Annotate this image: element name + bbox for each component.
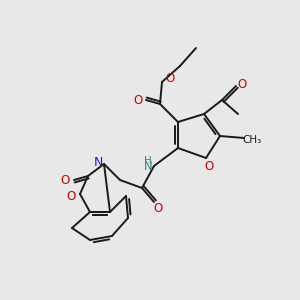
Text: O: O xyxy=(165,73,175,85)
Text: O: O xyxy=(134,94,142,106)
Text: O: O xyxy=(66,190,76,202)
Text: CH₃: CH₃ xyxy=(242,135,262,145)
Text: O: O xyxy=(204,160,214,173)
Text: O: O xyxy=(153,202,163,214)
Text: N: N xyxy=(144,160,152,173)
Text: O: O xyxy=(237,77,247,91)
Text: N: N xyxy=(93,155,103,169)
Text: O: O xyxy=(60,173,70,187)
Text: H: H xyxy=(144,156,152,166)
